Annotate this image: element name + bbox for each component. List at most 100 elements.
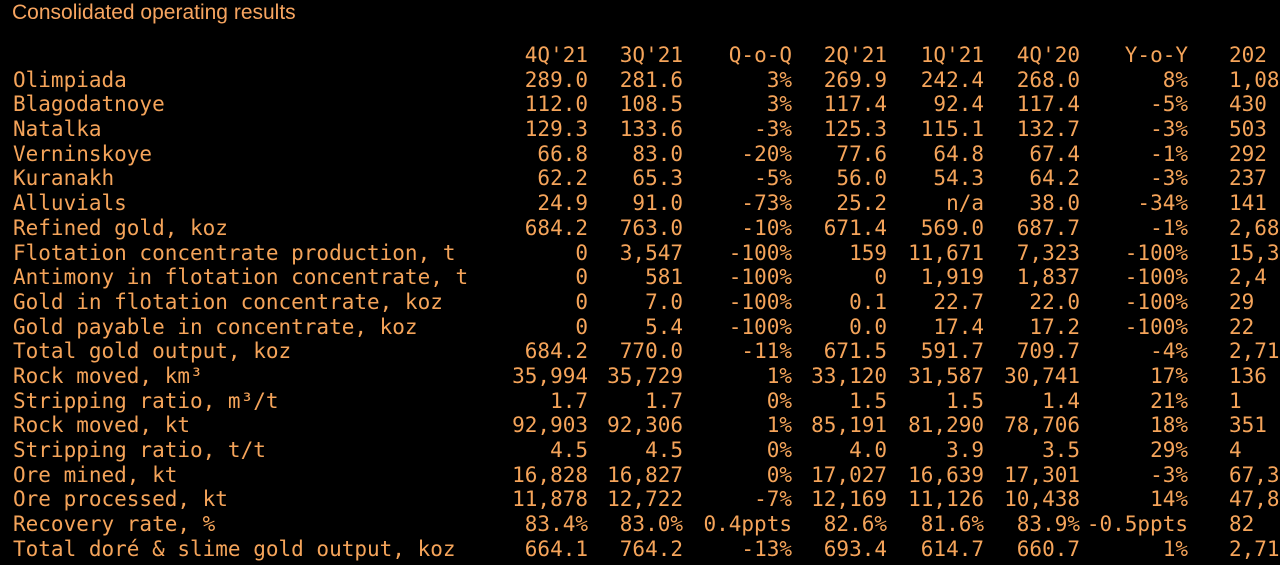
table-cell: 351 xyxy=(1229,413,1267,438)
table-row: Stripping ratio, t/t 4.5 4.5 0% 4.0 3.9 3.5 29%… xyxy=(0,438,1280,463)
table-cell: 1 xyxy=(1229,388,1242,413)
table-cell: 2,71 xyxy=(1229,339,1280,364)
table-cell: 117.4 xyxy=(823,92,887,117)
table-cell: 3% xyxy=(766,92,792,117)
row-label: Gold in flotation concentrate, koz xyxy=(13,289,443,314)
table-cell: 0 xyxy=(874,265,887,290)
table-cell: 269.9 xyxy=(823,67,887,92)
table-row: Kuranakh 62.2 65.3 -5% 56.0 54.3 64.2 -3% 237 xyxy=(0,166,1280,191)
row-label: Antimony in flotation concentrate, t xyxy=(13,265,469,290)
table-cell: -13% xyxy=(741,536,792,561)
table-cell: 10,438 xyxy=(1004,487,1080,512)
table-cell: 159 xyxy=(849,240,887,265)
table-cell: -3% xyxy=(1150,462,1188,487)
table-cell: 1.5 xyxy=(849,388,887,413)
table-cell: -11% xyxy=(741,339,792,364)
table-cell: 289.0 xyxy=(524,67,588,92)
table-cell: 92,306 xyxy=(607,413,683,438)
table-cell: 77.6 xyxy=(836,141,887,166)
table-cell: 64.8 xyxy=(933,141,984,166)
table-cell: 47,8 xyxy=(1229,487,1280,512)
table-cell: 1.7 xyxy=(645,388,683,413)
col-header: 202 xyxy=(1229,43,1267,67)
table-cell: 0.0 xyxy=(849,314,887,339)
table-cell: 11,878 xyxy=(512,487,588,512)
table-cell: 4.0 xyxy=(849,438,887,462)
table-row: Recovery rate, % 83.4% 83.0% 0.4ppts 82.6% 81… xyxy=(0,512,1280,537)
table-cell: 242.4 xyxy=(920,67,984,92)
table-cell: 62.2 xyxy=(537,166,588,191)
table-cell: 141 xyxy=(1229,191,1267,216)
table-cell: 12,169 xyxy=(811,487,887,512)
table-cell: -100% xyxy=(728,240,792,265)
table-cell: 581 xyxy=(645,265,683,290)
table-cell: 591.7 xyxy=(920,339,984,364)
table-cell: 129.3 xyxy=(524,117,588,142)
table-cell: 64.2 xyxy=(1029,166,1080,191)
table-cell: 268.0 xyxy=(1016,67,1080,92)
table-row: Gold in flotation concentrate, koz 0 7.0 -1… xyxy=(0,290,1280,315)
table-cell: 1% xyxy=(766,363,792,388)
table-cell: 4.5 xyxy=(645,438,683,462)
table-cell: 1.7 xyxy=(550,388,588,413)
table-cell: 91.0 xyxy=(632,191,683,216)
page-title: Consolidated operating results xyxy=(12,1,296,24)
table-row: Rock moved, km³ 35,994 35,729 1% 33,120 31,58… xyxy=(0,364,1280,389)
table-body: Olimpiada 289.0 281.6 3% 269.9 242.4 268.0 8% 1,… xyxy=(0,68,1280,562)
table-row: Ore processed, kt 11,878 12,722 -7% 12,169 11… xyxy=(0,487,1280,512)
table-cell: 12,722 xyxy=(607,487,683,512)
table-cell: 29% xyxy=(1150,438,1188,462)
table-cell: -73% xyxy=(741,191,792,216)
row-label: Rock moved, km³ xyxy=(13,363,203,388)
table-row: Gold payable in concentrate, koz 0 5.4 -100… xyxy=(0,315,1280,340)
table-cell: 0 xyxy=(575,289,588,314)
table-cell: 24.9 xyxy=(537,191,588,216)
table-cell: 8% xyxy=(1162,67,1188,92)
table-cell: 125.3 xyxy=(823,117,887,142)
table-cell: 38.0 xyxy=(1029,191,1080,216)
table-cell: -3% xyxy=(754,117,792,142)
table-cell: -100% xyxy=(728,289,792,314)
row-label: Olimpiada xyxy=(13,67,127,92)
table-cell: 22.7 xyxy=(933,289,984,314)
table-cell: -1% xyxy=(1150,215,1188,240)
table-cell: -3% xyxy=(1150,117,1188,142)
col-header: Y-o-Y xyxy=(1124,43,1188,67)
row-label: Blagodatnoye xyxy=(13,92,165,117)
table-cell: 1,08 xyxy=(1229,67,1280,92)
table-cell: 115.1 xyxy=(920,117,984,142)
row-label: Stripping ratio, m³/t xyxy=(13,388,279,413)
row-label: Gold payable in concentrate, koz xyxy=(13,314,418,339)
table-cell: -5% xyxy=(1150,92,1188,117)
row-label: Alluvials xyxy=(13,191,127,216)
table-cell: 237 xyxy=(1229,166,1267,191)
table-row: Alluvials 24.9 91.0 -73% 25.2 n/a 38.0 -34% 141 xyxy=(0,191,1280,216)
table-cell: 684.2 xyxy=(524,339,588,364)
table-cell: -100% xyxy=(1124,314,1188,339)
table-cell: -100% xyxy=(1124,289,1188,314)
table-cell: 81.6% xyxy=(920,512,984,537)
table-cell: 5.4 xyxy=(645,314,683,339)
table-cell: 764.2 xyxy=(619,536,683,561)
table-cell: -5% xyxy=(754,166,792,191)
table-cell: 33,120 xyxy=(811,363,887,388)
table-cell: -1% xyxy=(1150,141,1188,166)
col-header: 4Q'20 xyxy=(1016,43,1080,67)
table-cell: 0.1 xyxy=(849,289,887,314)
table-cell: 671.4 xyxy=(823,215,887,240)
table-cell: 11,671 xyxy=(908,240,984,265)
table-cell: 92.4 xyxy=(933,92,984,117)
table-cell: 687.7 xyxy=(1016,215,1080,240)
table-cell: 17,027 xyxy=(811,462,887,487)
table-row: Stripping ratio, m³/t 1.7 1.7 0% 1.5 1.5 1.4 21… xyxy=(0,389,1280,414)
table-cell: 112.0 xyxy=(524,92,588,117)
table-row: Ore mined, kt 16,828 16,827 0% 17,027 16,639 1… xyxy=(0,463,1280,488)
table-cell: -100% xyxy=(728,314,792,339)
results-table: 4Q'21 3Q'21 Q-o-Q 2Q'21 1Q'21 4Q'20 Y-o-… xyxy=(0,43,1280,561)
table-cell: 30,741 xyxy=(1004,363,1080,388)
table-cell: 3.5 xyxy=(1042,438,1080,462)
table-cell: 17% xyxy=(1150,363,1188,388)
table-cell: 25.2 xyxy=(836,191,887,216)
table-cell: 15,3 xyxy=(1229,240,1280,265)
table-cell: 2,68 xyxy=(1229,215,1280,240)
